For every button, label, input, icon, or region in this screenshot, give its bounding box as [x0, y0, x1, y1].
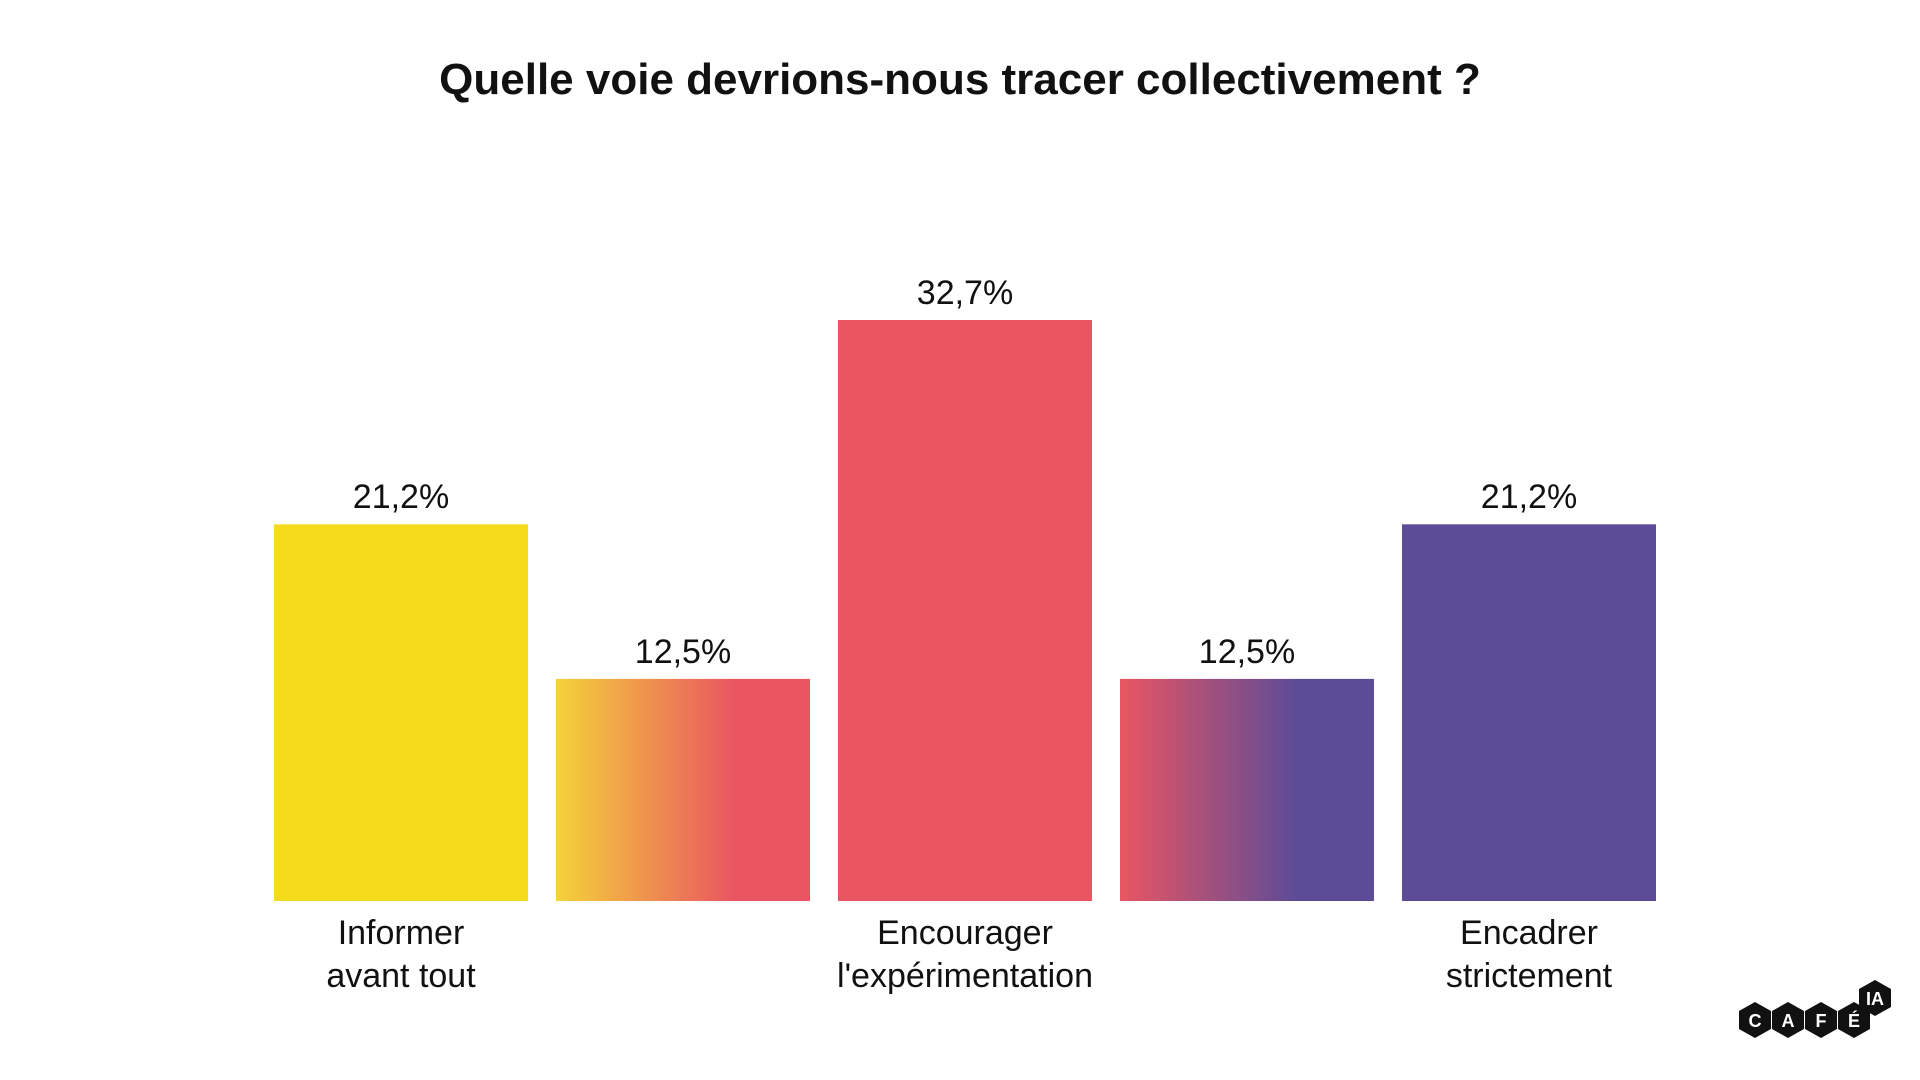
category-label: Informer avant tout: [201, 912, 601, 998]
svg-text:C: C: [1749, 1011, 1762, 1031]
svg-text:É: É: [1848, 1010, 1860, 1031]
svg-text:IA: IA: [1866, 989, 1884, 1009]
category-label-line: Encourager: [877, 914, 1053, 952]
category-label-line: Informer: [337, 914, 465, 952]
category-label: Encadrer strictement: [1329, 912, 1729, 998]
category-label-line: Encadrer: [1460, 914, 1598, 952]
value-label: 12,5%: [634, 632, 732, 671]
category-label-line: strictement: [1445, 957, 1613, 995]
svg-text:F: F: [1816, 1011, 1827, 1031]
category-label: Encourager l'expérimentation: [765, 912, 1165, 998]
value-label: 12,5%: [1198, 632, 1296, 671]
bar-3: [1120, 678, 1374, 901]
category-label-line: l'expérimentation: [837, 957, 1093, 995]
bar-4: [1402, 524, 1656, 901]
bar-2: [838, 320, 1092, 901]
chart-title: Quelle voie devrions-nous tracer collect…: [439, 55, 1481, 104]
value-label: 21,2%: [1480, 478, 1578, 517]
category-label-line: avant tout: [326, 957, 476, 995]
value-label: 32,7%: [916, 274, 1014, 312]
value-label: 21,2%: [352, 478, 450, 517]
bar-0: [274, 524, 528, 901]
bar-1: [556, 678, 810, 901]
svg-text:A: A: [1782, 1011, 1795, 1031]
